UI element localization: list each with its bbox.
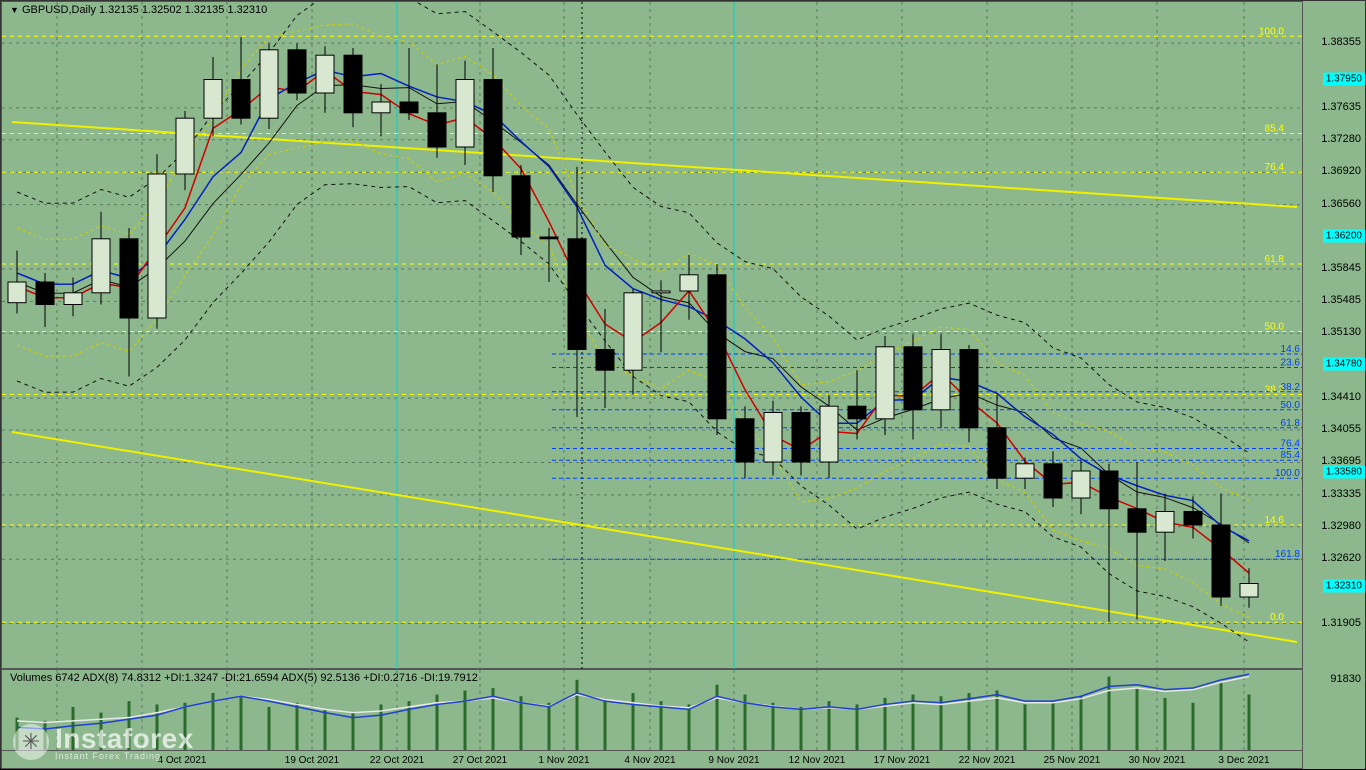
svg-text:100.0: 100.0 [1259,26,1284,37]
price-label: 1.36920 [1321,165,1361,177]
svg-text:38.2: 38.2 [1281,382,1301,393]
svg-text:85.4: 85.4 [1265,124,1285,135]
price-marker: 1.34780 [1323,357,1365,370]
time-label: 22 Nov 2021 [959,755,1016,766]
svg-text:23.6: 23.6 [1281,358,1301,369]
svg-text:76.4: 76.4 [1265,162,1285,173]
time-label: 1 Nov 2021 [538,755,589,766]
svg-text:14.6: 14.6 [1265,515,1285,526]
price-axis: 1.38355 1.37635 1.37280 1.36920 1.36560 1.358… [1302,1,1365,669]
x-axis: 4 Oct 202119 Oct 202122 Oct 202127 Oct 2… [2,750,1302,768]
time-label: 12 Nov 2021 [789,755,846,766]
chart-container: ▼ GBPUSD,Daily 1.32135 1.32502 1.32135 1… [0,0,1366,768]
svg-text:100.0: 100.0 [1275,468,1300,479]
indicator-panel[interactable]: Volumes 6742 ADX(8) 74.8312 +DI:1.3247 -… [1,669,1303,769]
price-label: 1.36560 [1321,198,1361,210]
svg-text:14.6: 14.6 [1281,344,1301,355]
price-label: 1.32980 [1321,520,1361,532]
indicator-title: Volumes 6742 ADX(8) 74.8312 +DI:1.3247 -… [10,672,478,684]
price-marker: 1.36200 [1323,230,1365,243]
main-chart[interactable]: ▼ GBPUSD,Daily 1.32135 1.32502 1.32135 1… [1,1,1303,669]
price-label: 1.34410 [1321,391,1361,403]
chart-title: ▼ GBPUSD,Daily 1.32135 1.32502 1.32135 1… [10,4,267,16]
price-label: 1.35845 [1321,262,1361,274]
time-label: 3 Dec 2021 [1218,755,1269,766]
svg-text:61.8: 61.8 [1265,254,1285,265]
time-label: 17 Nov 2021 [874,755,931,766]
svg-text:50.0: 50.0 [1265,322,1285,333]
time-label: 27 Oct 2021 [453,755,507,766]
price-label: 1.31905 [1321,617,1361,629]
svg-text:50.0: 50.0 [1281,400,1301,411]
svg-text:76.4: 76.4 [1281,439,1301,450]
price-label: 1.35130 [1321,326,1361,338]
price-label: 1.37280 [1321,133,1361,145]
price-label: 1.33335 [1321,488,1361,500]
svg-text:38.2: 38.2 [1265,385,1285,396]
svg-text:61.8: 61.8 [1281,418,1301,429]
svg-text:85.4: 85.4 [1281,450,1301,461]
chart-svg: 100.085.476.461.850.038.214.60.014.623.6… [2,2,1304,670]
time-label: 30 Nov 2021 [1129,755,1186,766]
svg-text:161.8: 161.8 [1275,549,1300,560]
svg-text:0.0: 0.0 [1270,612,1284,623]
price-label: 1.37635 [1321,101,1361,113]
watermark: ✳ Instaforex Instant Forex Trading [13,723,194,761]
time-label: 22 Oct 2021 [370,755,424,766]
indicator-axis-label: 91830 [1330,673,1361,685]
price-marker: 1.37950 [1323,72,1365,85]
time-label: 19 Oct 2021 [285,755,339,766]
time-label: 4 Nov 2021 [624,755,675,766]
indicator-axis: 91830 [1302,669,1365,769]
price-label: 1.32620 [1321,552,1361,564]
time-label: 25 Nov 2021 [1044,755,1101,766]
price-label: 1.38355 [1321,36,1361,48]
price-marker: 1.32310 [1323,580,1365,593]
instaforex-logo-icon: ✳ [13,724,49,760]
time-label: 9 Nov 2021 [708,755,759,766]
price-label: 1.34055 [1321,423,1361,435]
price-marker: 1.33580 [1323,465,1365,478]
price-label: 1.35485 [1321,294,1361,306]
